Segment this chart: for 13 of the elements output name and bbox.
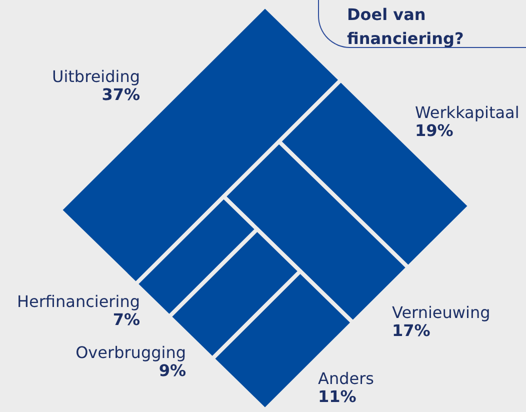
category-label: Herfinanciering bbox=[16, 292, 140, 311]
data-label: 9% bbox=[158, 361, 186, 380]
data-label: 7% bbox=[112, 310, 140, 329]
category-label: Overbrugging bbox=[76, 343, 186, 362]
data-label: 19% bbox=[415, 121, 454, 140]
data-label: 37% bbox=[102, 85, 140, 104]
data-label: 17% bbox=[392, 321, 430, 340]
data-label: 11% bbox=[318, 387, 356, 406]
category-label: Werkkapitaal bbox=[415, 103, 520, 122]
category-label: Uitbreiding bbox=[52, 67, 140, 86]
text: Doel van financiering? bbox=[347, 5, 464, 48]
category-label: Anders bbox=[318, 369, 374, 388]
category-label: Vernieuwing bbox=[392, 303, 490, 322]
